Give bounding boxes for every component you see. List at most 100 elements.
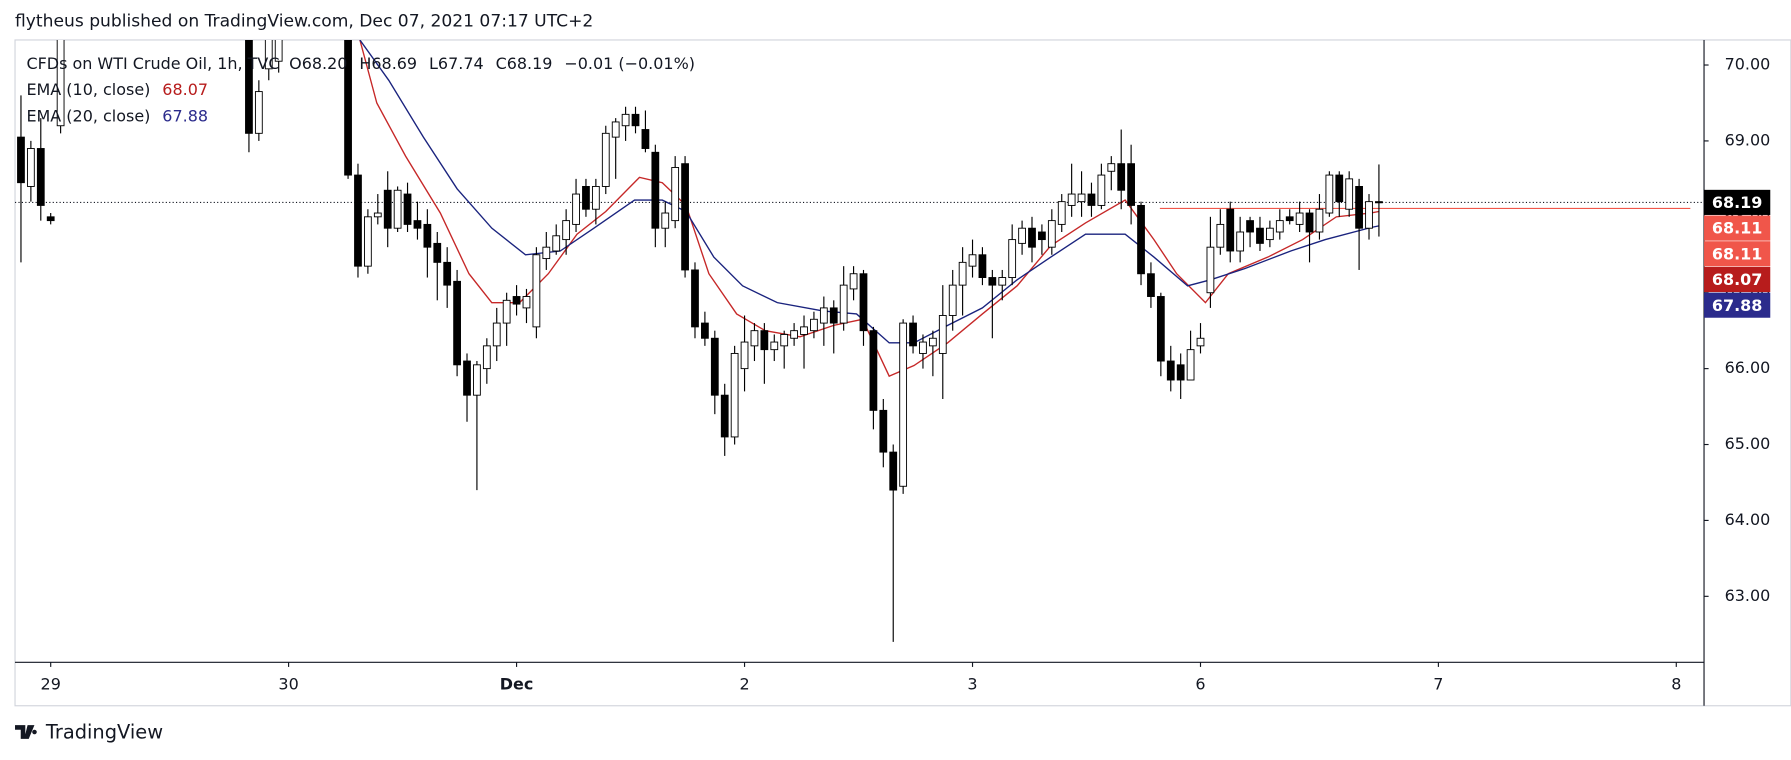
candle-body (909, 322, 917, 347)
legend-ema: EMA (20, close) 67.88 (26, 106, 208, 125)
candle-body (1156, 296, 1165, 362)
candle-body (1186, 349, 1195, 381)
legend-open: O68.20 (289, 53, 347, 72)
legend-name: EMA (20, close) (26, 106, 150, 125)
candle-body (413, 220, 422, 229)
candle-body (879, 409, 888, 453)
candle-body (958, 261, 967, 286)
y-tick-label: 66.00 (1725, 358, 1771, 377)
y-tick-label: 69.00 (1725, 130, 1771, 149)
candle-body (373, 212, 382, 218)
y-tick-label: 65.00 (1725, 434, 1771, 453)
candle-body (760, 330, 769, 351)
candle-body (562, 220, 571, 241)
candle-body (691, 269, 699, 328)
candle-body (1305, 212, 1314, 233)
x-tick-label: 8 (1671, 675, 1681, 694)
candle-body (1097, 174, 1106, 206)
price-tag (1704, 189, 1771, 215)
price-tag (1704, 215, 1771, 241)
candle-body (601, 132, 610, 187)
legend-value: 68.07 (162, 80, 208, 99)
candle-body (17, 136, 25, 184)
candle-body (453, 280, 461, 366)
candle-body (730, 352, 739, 438)
candle-body (641, 129, 650, 149)
price-tag-label: 68.19 (1712, 193, 1763, 212)
candle-body (1375, 201, 1383, 204)
candle-body (1285, 216, 1294, 222)
legend-line: CFDs on WTI Crude Oil, 1h, TVC O68.20 H6… (26, 53, 695, 72)
candle-body (651, 151, 660, 229)
y-tick-label: 64.00 (1725, 510, 1771, 529)
candle-body (1196, 337, 1205, 347)
candle-body (482, 345, 491, 370)
footer-brand: TradingView (45, 721, 163, 744)
price-tag-label: 68.07 (1712, 270, 1763, 289)
candle-body (1295, 212, 1304, 225)
candle-body (1256, 227, 1264, 244)
price-tag-label: 67.88 (1712, 296, 1763, 315)
candle-body (1365, 201, 1373, 229)
candle-body (582, 186, 590, 210)
candle-body (1246, 220, 1254, 233)
candle-body (473, 364, 481, 396)
candle-body (552, 235, 561, 252)
candle-body (800, 326, 808, 335)
candle-body (1047, 220, 1056, 248)
candle-body (1355, 186, 1363, 229)
candle-body (383, 189, 392, 229)
candle-body (701, 322, 709, 339)
candle-body (26, 148, 35, 187)
header-title: flytheus published on TradingView.com, D… (15, 12, 593, 32)
candle-body (1087, 193, 1096, 206)
candle-body (1206, 246, 1215, 294)
candle-body (1275, 220, 1284, 233)
candle-body (46, 216, 55, 222)
legend-ema: EMA (10, close) 68.07 (26, 80, 208, 99)
candle-body (621, 113, 630, 127)
candle-body (780, 334, 789, 347)
candle-body (56, 39, 65, 127)
candle-body (1345, 178, 1354, 210)
x-tick-label: 7 (1433, 675, 1443, 694)
candle-body (849, 273, 858, 290)
y-tick-label: 63.00 (1725, 586, 1771, 605)
candle-body (1057, 201, 1066, 225)
legend-change: −0.01 (−0.01%) (564, 53, 695, 72)
logo-icon (15, 725, 37, 739)
candle-body (998, 277, 1007, 286)
candle-body (36, 148, 45, 206)
legend-close: C68.19 (496, 53, 553, 72)
candle-body (671, 167, 680, 222)
candle-body (1018, 227, 1026, 244)
y-tick-label: 70.00 (1725, 55, 1771, 74)
legend-low: L67.74 (429, 53, 484, 72)
candle-body (393, 189, 402, 229)
legend-name: EMA (10, close) (26, 80, 150, 99)
candle-body (968, 254, 977, 267)
candle-body (591, 186, 600, 210)
candle-body (770, 341, 779, 351)
price-tag-label: 68.11 (1712, 219, 1763, 238)
candle-body (869, 330, 878, 411)
candle-body (245, 39, 253, 134)
candle-body (532, 254, 541, 328)
candle-body (919, 341, 927, 354)
candle-body (988, 277, 997, 286)
x-tick-label: 30 (278, 675, 298, 694)
candle-body (810, 318, 818, 332)
candle-body (344, 39, 352, 176)
candle-body (1236, 231, 1245, 252)
candle-body (790, 330, 798, 339)
candle-body (681, 163, 689, 271)
candle-body (611, 121, 620, 138)
candle-body (572, 193, 580, 225)
candle-body (403, 193, 412, 225)
candle-body (928, 337, 937, 347)
legend-value: 67.88 (162, 106, 208, 125)
candle-body (1077, 193, 1086, 203)
candle-body (433, 242, 442, 263)
candle-body (443, 261, 452, 286)
candle-body (354, 174, 362, 267)
